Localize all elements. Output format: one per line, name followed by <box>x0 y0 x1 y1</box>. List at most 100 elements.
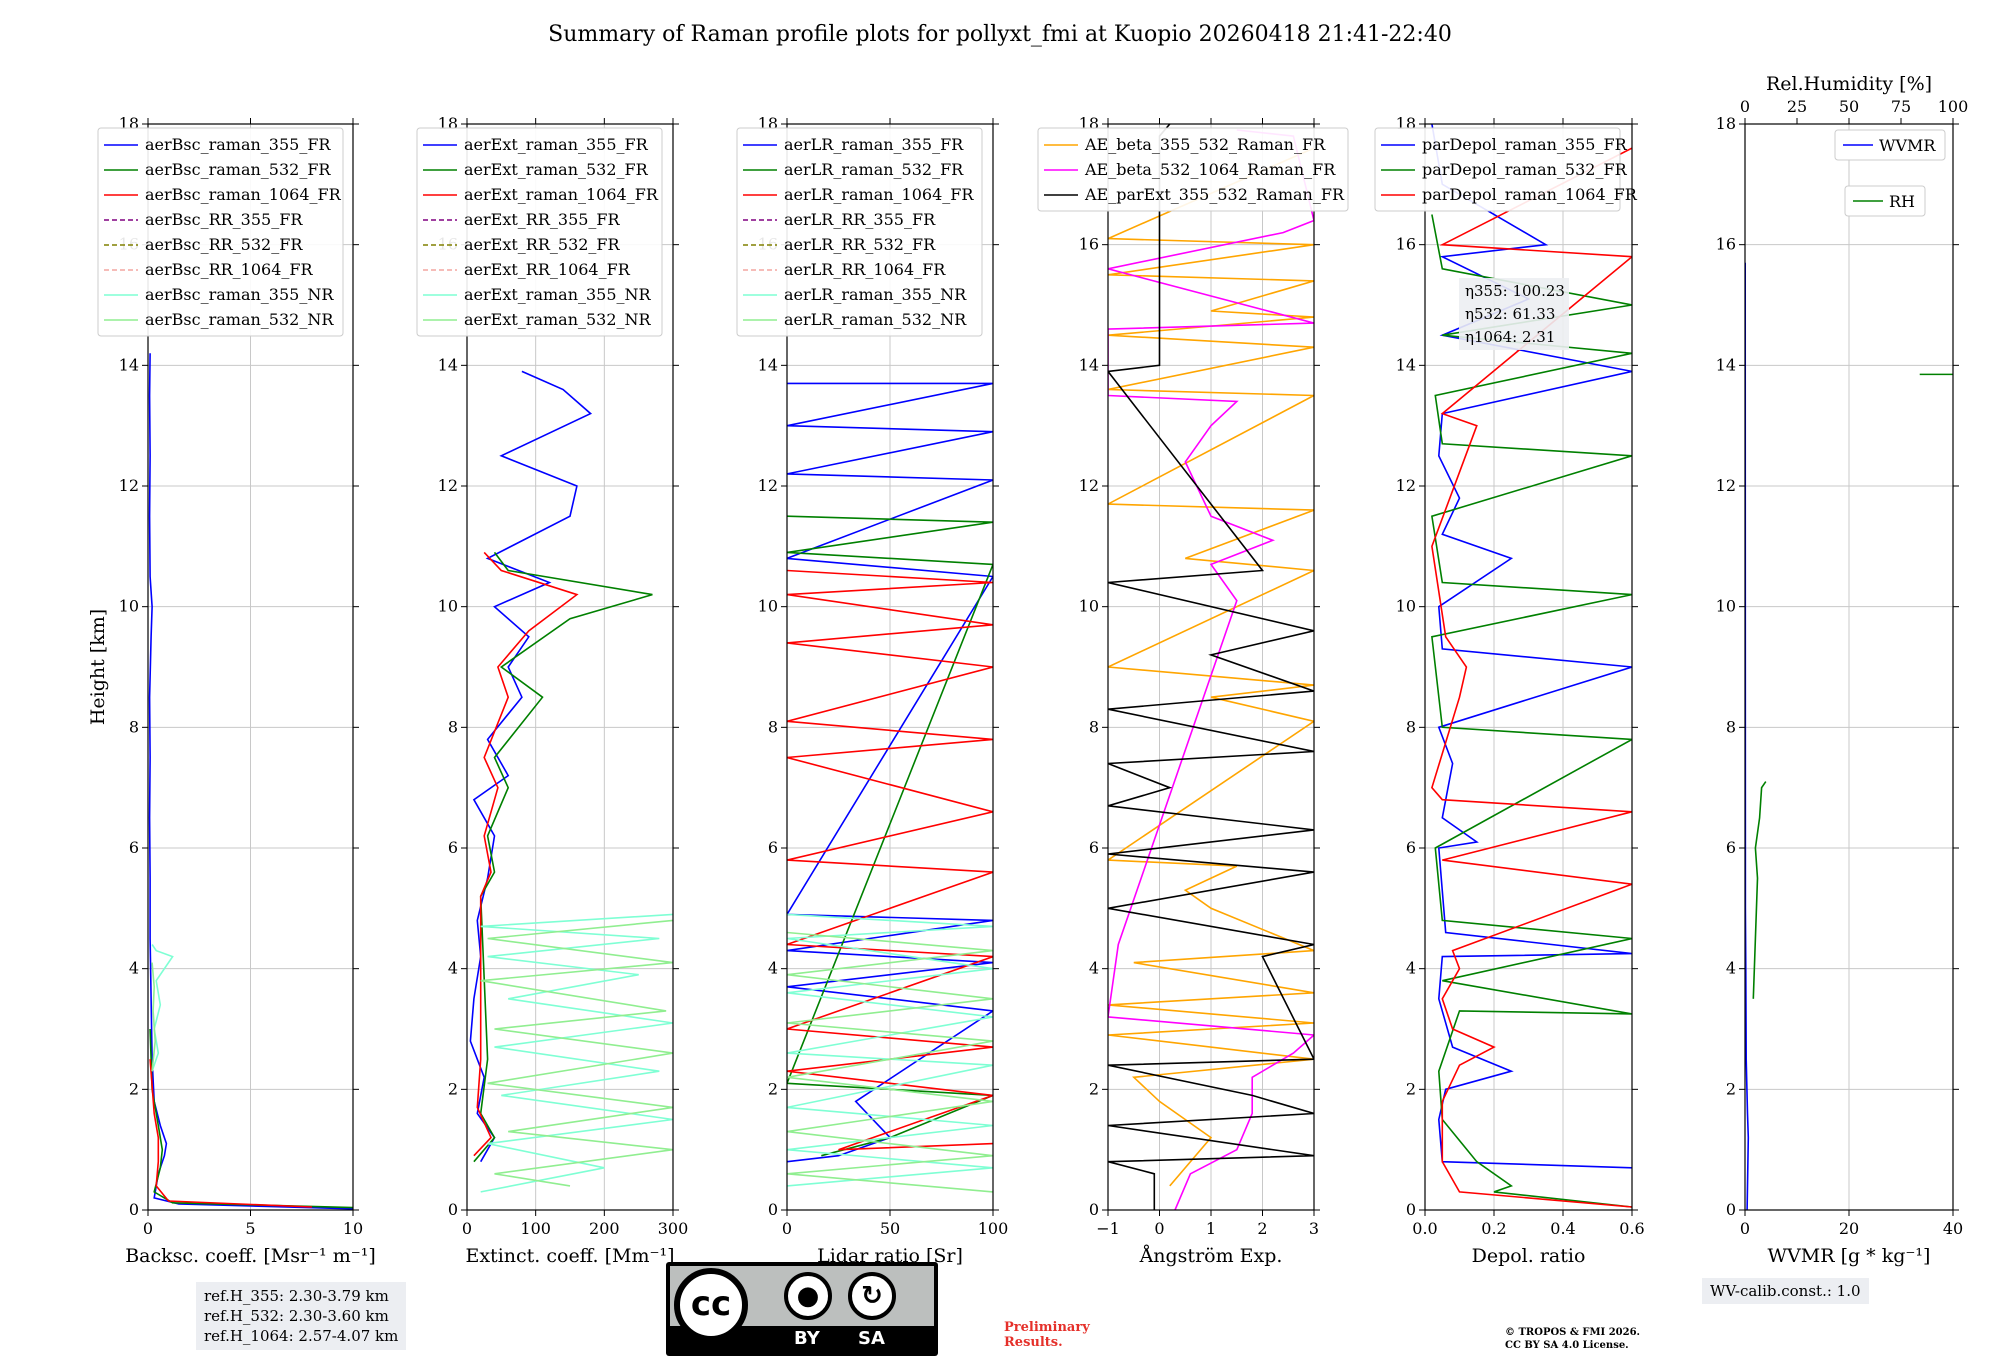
y-tick-label: 6 <box>1406 838 1416 857</box>
preliminary-note: Preliminary Results. <box>1004 1320 1090 1350</box>
y-tick-label: 16 <box>1716 235 1736 254</box>
panel-extinction: 0100200300024681012141618Extinct. coeff.… <box>416 114 688 1267</box>
series-parDepol_raman_1064_FR <box>1431 147 1632 1208</box>
series-parDepol_raman_355_FR <box>1431 124 1632 1169</box>
legend-label: aerBsc_raman_532_FR <box>145 160 331 179</box>
y-tick-label: 10 <box>438 597 458 616</box>
cc-sa-label: SA <box>858 1328 885 1349</box>
legend-label: aerExt_raman_355_FR <box>464 135 649 154</box>
legend-label: aerLR_RR_532_FR <box>784 235 936 254</box>
copyright-line-1: © TROPOS & FMI 2026. <box>1505 1327 1641 1338</box>
x-axis-label: Depol. ratio <box>1472 1245 1586 1267</box>
legend-label: aerLR_raman_355_NR <box>784 285 967 304</box>
series-group <box>148 353 353 1210</box>
x-tick-label: 100 <box>978 1219 1009 1238</box>
y-tick-label: 2 <box>448 1079 458 1098</box>
series-group <box>469 370 673 1193</box>
series-parDepol_raman_532_FR <box>1431 214 1632 1208</box>
y-tick-label: 0 <box>1089 1200 1099 1219</box>
x-tick-label: 5 <box>245 1219 255 1238</box>
y-tick-label: 10 <box>758 597 778 616</box>
series-aerLR_raman_532_FR <box>787 515 993 1157</box>
y-tick-label: 6 <box>1726 838 1736 857</box>
x-tick-label: 100 <box>520 1219 551 1238</box>
x-axis-label: WVMR [g * kg⁻¹] <box>1768 1245 1931 1267</box>
top-tick-label: 25 <box>1787 97 1807 116</box>
y-tick-label: 10 <box>1396 597 1416 616</box>
y-tick-label: 8 <box>129 717 139 736</box>
top-axis-label: Rel.Humidity [%] <box>1766 73 1932 95</box>
legend-box <box>416 127 663 337</box>
series-aerExt_raman_532_NR <box>480 919 673 1187</box>
x-tick-label: 0 <box>462 1219 472 1238</box>
series-RH <box>1752 781 1767 999</box>
legend-label: aerLR_raman_532_NR <box>784 310 967 329</box>
y-tick-label: 14 <box>1716 355 1736 374</box>
legend-label: aerLR_raman_532_FR <box>784 160 964 179</box>
legend-label: parDepol_raman_532_FR <box>1422 160 1628 179</box>
legend-label: aerExt_RR_1064_FR <box>464 260 631 279</box>
legend-label: aerExt_RR_532_FR <box>464 235 621 254</box>
series-aerExt_raman_532_FR <box>473 551 653 1163</box>
series-aerBsc_raman_532_NR <box>151 962 157 1072</box>
series-aerLR_raman_1064_FR <box>787 569 993 1151</box>
x-tick-label: 3 <box>1309 1219 1319 1238</box>
series-aerLR_raman_355_FR <box>787 382 993 1163</box>
y-tick-label: 12 <box>438 476 458 495</box>
legend-box <box>97 127 344 337</box>
legend-label: aerBsc_RR_355_FR <box>145 210 303 229</box>
y-tick-label: 0 <box>1726 1200 1736 1219</box>
y-tick-label: 4 <box>1406 959 1416 978</box>
legend-label: aerExt_RR_355_FR <box>464 210 621 229</box>
y-tick-label: 2 <box>1089 1079 1099 1098</box>
series-group <box>787 382 993 1193</box>
legend-label: aerBsc_RR_532_FR <box>145 235 303 254</box>
panel-lidar_ratio: 050100024681012141618Lidar ratio [Sr]aer… <box>736 114 1009 1267</box>
legend-label: RH <box>1889 192 1915 211</box>
x-tick-label: 0.4 <box>1550 1219 1575 1238</box>
series-aerExt_raman_1064_FR <box>473 551 579 1157</box>
x-tick-label: 2 <box>1257 1219 1267 1238</box>
x-tick-label: 10 <box>343 1219 363 1238</box>
y-tick-label: 0 <box>768 1200 778 1219</box>
y-tick-label: 12 <box>119 476 139 495</box>
y-tick-label: 10 <box>1079 597 1099 616</box>
y-tick-label: 4 <box>129 959 139 978</box>
x-tick-label: 0.2 <box>1481 1219 1506 1238</box>
y-tick-label: 6 <box>1089 838 1099 857</box>
legend-label: parDepol_raman_355_FR <box>1422 135 1628 154</box>
y-axis-label: Height [km] <box>87 609 109 725</box>
series-group <box>1108 124 1314 1210</box>
cc-by-sa-badge: cc ● ↻ BY SA <box>666 1262 938 1356</box>
ref-height-355: ref.H_355: 2.30-3.79 km <box>204 1287 389 1305</box>
y-tick-label: 6 <box>768 838 778 857</box>
legend-label: aerLR_RR_1064_FR <box>784 260 946 279</box>
y-tick-label: 8 <box>448 717 458 736</box>
y-tick-label: 14 <box>119 355 139 374</box>
y-tick-label: 8 <box>1726 717 1736 736</box>
y-tick-label: 2 <box>768 1079 778 1098</box>
y-tick-label: 16 <box>1079 235 1099 254</box>
panel-backscatter: 0510024681012141618Backsc. coeff. [Msr⁻¹… <box>87 114 376 1267</box>
y-tick-label: 14 <box>1396 355 1416 374</box>
series-aerExt_raman_355_FR <box>469 370 593 1163</box>
legend-label: AE_parExt_355_532_Raman_FR <box>1084 185 1345 204</box>
legend-label: parDepol_raman_1064_FR <box>1422 185 1638 204</box>
y-tick-label: 2 <box>129 1079 139 1098</box>
series-AE_beta_532_1064_Raman_FR <box>1108 129 1314 1210</box>
axes-frame <box>466 123 674 1211</box>
legend-box <box>1037 127 1349 212</box>
x-tick-label: 200 <box>589 1219 620 1238</box>
y-tick-label: 10 <box>119 597 139 616</box>
series-aerBsc_raman_355_FR <box>148 353 353 1210</box>
legend-label: aerBsc_raman_1064_FR <box>145 185 342 204</box>
legend-label: WVMR <box>1879 136 1936 155</box>
y-tick-label: 8 <box>1406 717 1416 736</box>
copyright-note: © TROPOS & FMI 2026. CC BY SA 4.0 Licens… <box>1505 1326 1640 1352</box>
x-tick-label: 0 <box>1154 1219 1164 1238</box>
x-axis-label: Ångström Exp. <box>1139 1245 1283 1267</box>
y-tick-label: 16 <box>1396 235 1416 254</box>
legend-label: AE_beta_355_532_Raman_FR <box>1084 135 1326 154</box>
